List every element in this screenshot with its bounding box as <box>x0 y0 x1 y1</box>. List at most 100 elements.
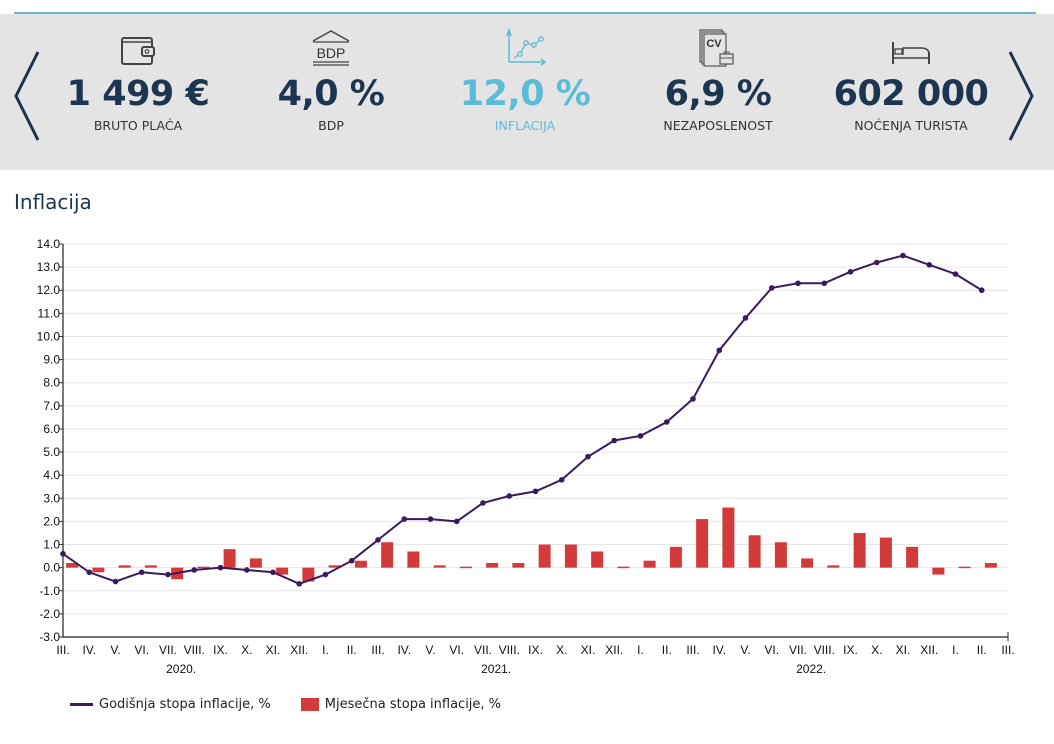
x-tick-label: III. <box>686 643 699 657</box>
y-tick-label: 13.0 <box>37 260 61 274</box>
x-tick-label: XII. <box>920 643 938 657</box>
x-tick-label: VIII. <box>499 643 520 657</box>
section-title: Inflacija <box>14 190 92 214</box>
kpi-bdp[interactable]: BDP 4,0 % BDP <box>241 28 421 133</box>
annual-point <box>795 280 801 287</box>
kpi-label: NEZAPOSLENOST <box>663 118 773 133</box>
cv-icon-text: CV <box>706 38 722 50</box>
y-tick-label: 2.0 <box>43 514 60 528</box>
annual-point <box>480 500 486 506</box>
x-tick-label: IX. <box>213 643 228 657</box>
monthly-bar <box>774 542 787 568</box>
kpi-value: 6,9 % <box>664 74 772 114</box>
cv-briefcase-icon: CV <box>699 29 734 67</box>
monthly-bar <box>564 544 577 568</box>
x-axis-labels: III. IV. V. VI. VII. VIII. IX. X. XI. XII. I. II. II… <box>56 643 1014 676</box>
annual-point <box>611 437 618 444</box>
x-tick-label: XI. <box>581 643 596 657</box>
x-tick-label: XI. <box>896 643 911 657</box>
annual-point <box>768 285 775 291</box>
monthly-bar <box>197 566 210 569</box>
annual-point <box>847 268 854 275</box>
inflation-chart: 14.0 13.0 12.0 11.0 10.0 9.0 8.0 7.0 6.0 5.0 4.0 3.… <box>37 237 1015 676</box>
monthly-bar <box>801 558 814 568</box>
monthly-bar <box>958 566 971 569</box>
y-tick-label: 12.0 <box>37 283 61 297</box>
monthly-bar <box>906 546 919 568</box>
legend-label: Mjesečna stopa inflacije, % <box>324 697 502 712</box>
x-tick-label: I. <box>637 643 644 657</box>
legend-line-swatch <box>70 703 93 706</box>
monthly-bar <box>984 563 997 568</box>
bed-icon <box>892 42 930 64</box>
monthly-bar <box>144 565 157 568</box>
annual-point <box>401 516 408 522</box>
annual-point <box>716 347 723 354</box>
kpi-nocenja-turista[interactable]: 602 000 NOĆENJA TURISTA <box>821 28 1001 133</box>
annual-point <box>112 578 119 585</box>
annual-point <box>821 280 828 287</box>
kpi-nezaposlenost[interactable]: CV 6,9 % NEZAPOSLENOST <box>628 28 808 133</box>
monthly-bar <box>486 563 499 568</box>
annual-point <box>322 571 329 578</box>
monthly-bar <box>932 567 945 575</box>
x-tick-label: I. <box>952 643 959 657</box>
year-label: 2021. <box>481 662 511 676</box>
monthly-bar <box>433 565 446 568</box>
monthly-bar <box>302 567 315 582</box>
kpi-label: BRUTO PLAĆA <box>93 118 183 133</box>
x-tick-label: II. <box>662 643 672 657</box>
kpi-value: 1 499 € <box>66 74 210 114</box>
monthly-bar <box>696 519 709 568</box>
annual-point <box>585 453 591 460</box>
annual-line <box>60 252 985 587</box>
annual-point <box>270 569 276 576</box>
annual-point <box>453 518 460 525</box>
bank-bdp-icon: BDP <box>312 30 350 66</box>
chart-grid <box>59 243 1008 638</box>
kpi-bruto-placa[interactable]: 1 499 € BRUTO PLAĆA <box>48 28 228 133</box>
x-tick-label: V. <box>110 643 120 657</box>
annual-point <box>952 271 959 277</box>
y-tick-label: -2.0 <box>39 607 60 621</box>
y-axis-labels: 14.0 13.0 12.0 11.0 10.0 9.0 8.0 7.0 6.0 5.0 4.0 3.… <box>37 237 61 644</box>
kpi-carousel <box>0 14 1054 170</box>
annual-point <box>506 493 513 499</box>
carousel-next-button[interactable] <box>1006 48 1036 144</box>
annual-point <box>165 571 171 578</box>
kpi-value: 602 000 <box>833 74 989 114</box>
monthly-bar <box>459 566 472 569</box>
monthly-bar <box>407 551 420 568</box>
monthly-bar <box>118 565 131 568</box>
x-tick-label: X. <box>556 643 567 657</box>
y-tick-label: 0.0 <box>43 561 60 575</box>
kpi-label: NOĆENJA TURISTA <box>854 118 968 133</box>
annual-point <box>690 396 696 402</box>
monthly-bar <box>591 551 604 568</box>
x-tick-label: IV. <box>82 643 96 657</box>
x-tick-label: XII. <box>290 643 308 657</box>
monthly-bar <box>66 563 79 568</box>
annual-point <box>663 419 670 425</box>
annual-point <box>532 488 539 495</box>
x-tick-label: VI. <box>764 643 779 657</box>
kpi-label: INFLACIJA <box>494 118 556 133</box>
monthly-bar <box>223 549 236 568</box>
annual-point <box>86 569 93 576</box>
y-tick-label: 14.0 <box>37 237 61 251</box>
legend-bar-swatch <box>300 698 319 711</box>
x-tick-label: V. <box>425 643 435 657</box>
kpi-inflacija[interactable]: 12,0 % INFLACIJA <box>435 28 615 133</box>
x-tick-label: III. <box>371 643 384 657</box>
chart-legend: Godišnja stopa inflacije, % Mjesečna sto… <box>70 697 531 712</box>
kpi-value: 12,0 % <box>459 74 591 114</box>
legend-item-monthly[interactable]: Mjesečna stopa inflacije, % <box>300 697 502 712</box>
monthly-bar <box>827 565 840 568</box>
x-tick-label: VII. <box>474 643 492 657</box>
y-tick-label: -1.0 <box>39 584 60 598</box>
legend-item-annual[interactable]: Godišnja stopa inflacije, % <box>70 697 271 712</box>
carousel-prev-button[interactable] <box>12 48 42 144</box>
x-tick-label: IX. <box>528 643 543 657</box>
y-tick-label: 5.0 <box>43 445 60 459</box>
x-tick-label: XI. <box>266 643 281 657</box>
